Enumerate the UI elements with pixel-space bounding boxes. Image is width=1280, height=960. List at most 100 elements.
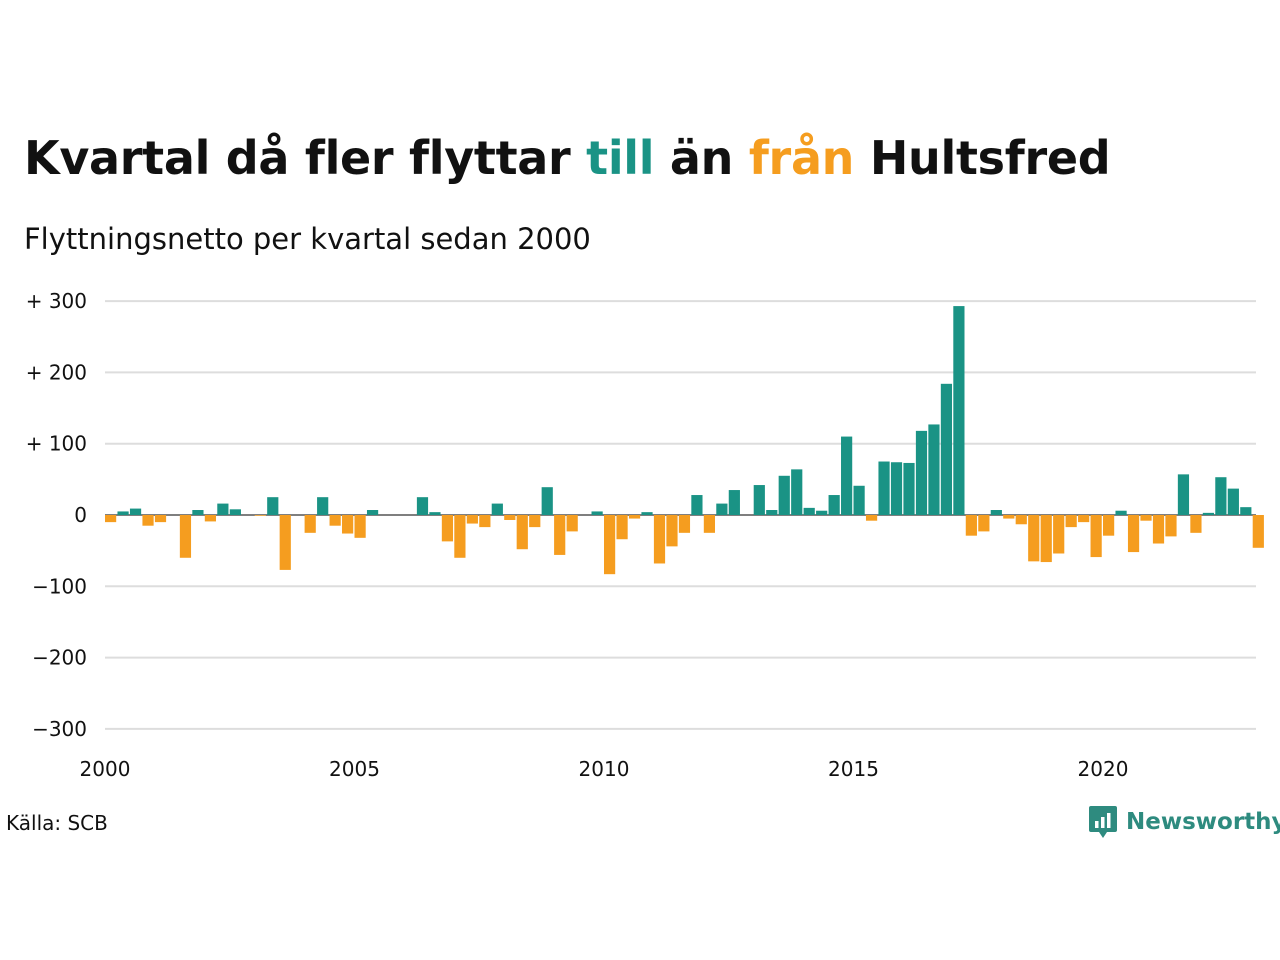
- bar: [1015, 515, 1027, 525]
- bar: [653, 515, 666, 564]
- y-tick-label: + 300: [26, 289, 87, 313]
- bar: [865, 515, 878, 521]
- title-part-3: Hultsfred: [854, 131, 1111, 185]
- bar: [803, 507, 815, 515]
- y-tick-label: 0: [74, 503, 87, 527]
- bar: [529, 515, 541, 528]
- bar: [254, 515, 266, 516]
- newsworthy-logo[interactable]: Newsworthy: [1088, 802, 1280, 842]
- bar: [978, 515, 990, 532]
- bar: [1202, 512, 1214, 515]
- bar: [753, 485, 765, 515]
- bar: [915, 430, 928, 515]
- bar: [1003, 515, 1015, 519]
- bar: [304, 515, 316, 533]
- bar: [1028, 515, 1040, 562]
- bar: [566, 515, 578, 532]
- x-tick-label: 2020: [1078, 757, 1129, 781]
- bar: [154, 515, 167, 523]
- bar: [1040, 515, 1052, 563]
- y-tick-label: −300: [32, 717, 87, 741]
- bar: [691, 495, 703, 515]
- bar: [1065, 515, 1077, 528]
- bar: [953, 306, 965, 515]
- bar: [591, 511, 603, 515]
- bar: [628, 515, 641, 519]
- bar: [816, 510, 828, 515]
- bar: [416, 497, 429, 515]
- bar: [479, 515, 491, 528]
- bar: [366, 510, 379, 515]
- bar: [666, 515, 678, 547]
- bar: [441, 515, 454, 542]
- bar: [828, 495, 840, 515]
- bar: [890, 462, 903, 515]
- bar: [554, 515, 566, 555]
- bar-chart: + 300 + 200 + 100 0 −100 −200 −300 2000 2005 201…: [26, 289, 1264, 781]
- bar: [1078, 515, 1090, 523]
- y-tick-label: + 100: [26, 432, 87, 456]
- bar: [192, 510, 204, 515]
- bar: [928, 424, 940, 515]
- title-part-2: än: [654, 131, 749, 185]
- bar: [716, 503, 728, 515]
- bar: [491, 503, 503, 515]
- bar: [429, 512, 441, 515]
- x-tick-label: 2005: [329, 757, 380, 781]
- bar: [703, 515, 715, 533]
- bar: [1177, 474, 1190, 515]
- bar: [279, 515, 291, 570]
- bar: [616, 515, 628, 540]
- bar: [641, 512, 653, 515]
- bar: [1103, 515, 1115, 536]
- y-tick-label: −200: [32, 646, 87, 670]
- bar: [229, 509, 241, 515]
- bar: [1090, 515, 1102, 558]
- bar: [354, 515, 366, 538]
- bar: [878, 461, 890, 515]
- bar: [317, 497, 329, 515]
- bar: [1165, 515, 1177, 537]
- bar: [1127, 515, 1140, 553]
- y-axis-labels: + 300 + 200 + 100 0 −100 −200 −300: [26, 289, 87, 741]
- bar: [791, 469, 803, 515]
- source-note: Källa: SCB: [6, 811, 108, 835]
- bar: [342, 515, 354, 534]
- chart-title: Kvartal då fler flyttar till än från Hul…: [24, 131, 1111, 185]
- x-tick-label: 2015: [828, 757, 879, 781]
- bar: [778, 475, 790, 515]
- x-tick-label: 2010: [579, 757, 630, 781]
- title-part-1: Kvartal då fler flyttar: [24, 131, 587, 185]
- bar: [129, 508, 142, 515]
- bar: [728, 490, 740, 515]
- x-axis-labels: 2000 2005 2010 2015 2020: [80, 757, 1129, 781]
- x-tick-label: 2000: [80, 757, 131, 781]
- bar: [267, 497, 279, 515]
- bars: [105, 306, 1264, 575]
- bar: [142, 515, 154, 526]
- bar: [990, 510, 1002, 515]
- chart-subtitle: Flyttningsnetto per kvartal sedan 2000: [24, 222, 591, 256]
- title-fran-highlight: från: [748, 131, 855, 185]
- newsworthy-logo-text: Newsworthy: [1126, 809, 1280, 835]
- bar: [1227, 488, 1239, 515]
- bar: [1252, 515, 1264, 548]
- bar: [117, 511, 129, 515]
- bar: [766, 510, 778, 515]
- newsworthy-logo-icon: [1089, 806, 1117, 838]
- bar: [204, 515, 216, 522]
- bar: [179, 515, 192, 558]
- y-tick-label: + 200: [26, 360, 87, 384]
- bar: [504, 515, 516, 520]
- bar: [1240, 507, 1252, 515]
- bar: [1115, 510, 1127, 515]
- bar: [853, 485, 865, 515]
- title-till-highlight: till: [586, 131, 655, 185]
- bar: [217, 503, 229, 515]
- bar: [105, 515, 117, 523]
- bar: [965, 515, 977, 536]
- bar: [516, 515, 528, 550]
- bar: [940, 383, 953, 515]
- bar: [604, 515, 616, 575]
- bar: [1053, 515, 1065, 554]
